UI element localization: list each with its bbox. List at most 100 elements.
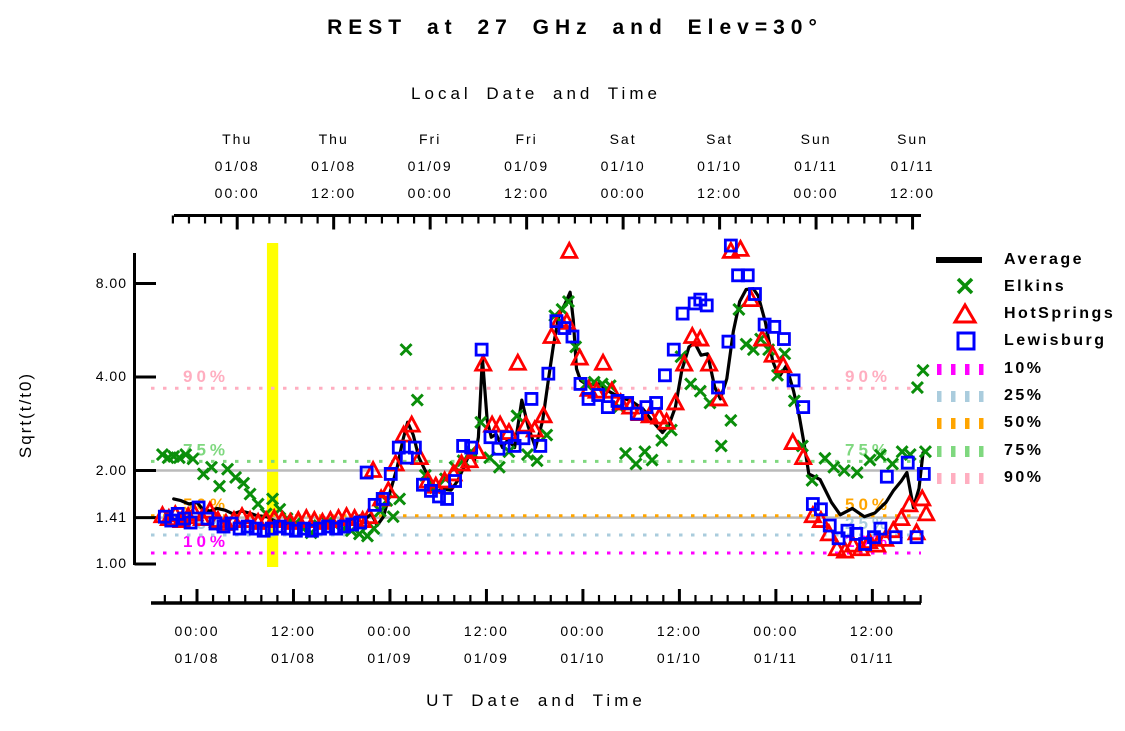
lewisburg-marker [849,526,864,541]
lewisburg-marker [399,450,414,465]
legend-dotted-swatch [965,363,970,375]
elkins-marker [638,445,652,459]
legend-x-swatch [956,277,974,295]
lewisburg-marker [675,306,690,321]
bottom-axis-tick-label: 00:00 01/09 [367,623,413,666]
hotsprings-marker [507,352,528,371]
hotsprings-marker [827,537,847,557]
lewisburg-marker [591,388,606,402]
highlight-band [266,243,279,567]
elkins-marker [818,451,832,465]
legend-dotted-swatch [979,472,984,484]
lewisburg-marker [256,523,271,538]
hotsprings-marker [401,414,422,433]
lewisburg-marker [721,334,736,349]
lewisburg-marker [456,439,471,453]
elkins-marker [873,448,887,462]
lewisburg-marker [191,500,206,515]
elkins-marker [251,497,265,511]
lewisburg-marker [232,521,247,536]
legend-item-label: Average [1004,250,1085,268]
legend-dotted-swatch [965,472,970,484]
legend-item-label: 25% [1004,387,1044,404]
hotsprings-marker [524,419,545,438]
hotsprings-marker [752,328,773,347]
legend-dotted-swatch [951,445,956,457]
hotsprings-marker [639,404,660,424]
hotsprings-marker [515,414,536,433]
elkins-marker [172,451,186,465]
bottom-axis-tick-label: 12:00 01/11 [849,623,895,666]
elkins-marker [220,462,235,476]
percentile-label: 75% [845,440,891,459]
hotsprings-marker [859,530,879,550]
lewisburg-marker [516,431,531,446]
lewisburg-marker [557,321,572,335]
legend-dotted-swatch [951,363,956,375]
legend-item: Average [934,246,1084,273]
legend-item-label: HotSprings [1004,305,1116,323]
elkins-marker [179,448,193,462]
hotsprings-marker [916,502,937,522]
hotsprings-marker [656,411,677,430]
top-axis-tick-label: Thu 01/08 12:00 [311,131,357,201]
legend-dotted-swatch [937,391,942,402]
legend-dotted-icon [937,472,984,484]
legend-dotted-swatch [979,418,984,430]
bottom-axis-tick-label: 12:00 01/10 [656,623,702,666]
lewisburg-marker [888,530,903,545]
elkins-marker [714,439,728,453]
elkins-marker [399,343,413,357]
legend-dotted-icon [937,445,984,457]
lewisburg-marker [305,523,319,538]
percentile-label: 10% [183,532,229,551]
elkins-marker [474,415,488,429]
legend-dotted-swatch [979,445,984,457]
legend-dotted-swatch [937,445,942,457]
hotsprings-marker [793,446,814,466]
hotsprings-marker [682,325,703,344]
legend-dotted-swatch [965,391,970,402]
legend-item-label: Lewisburg [1004,332,1107,350]
elkins-marker [693,384,707,398]
hotsprings-marker [773,354,793,374]
hotsprings-marker [569,347,590,366]
lewisburg-marker [264,521,279,536]
lewisburg-marker [740,268,755,283]
lewisburg-marker [345,517,360,532]
elkins-marker [863,453,877,467]
lewisburg-marker [448,474,462,488]
elkins-marker [895,445,909,459]
percentile-label: 75% [183,440,229,459]
hotsprings-marker [891,507,912,527]
hotsprings-marker [843,534,863,553]
elkins-marker [645,453,659,467]
lewisburg-marker [873,521,888,536]
elkins-marker [827,460,841,474]
hotsprings-marker [708,387,729,407]
top-axis-tick-label: Sat 01/10 12:00 [697,131,743,201]
bottom-axis-title: UT Date and Time [426,691,646,710]
lewisburg-marker [288,523,303,538]
hotsprings-marker [782,431,803,450]
hotsprings-marker [912,487,933,507]
lewisburg-marker [822,518,837,533]
legend-dotted-swatch [951,472,956,484]
lewisburg-marker [565,329,580,344]
legend-square-icon [956,331,976,351]
legend-dotted-icon [937,418,984,430]
lewisburg-marker [711,380,725,395]
y-axis-tick-label: 8.00 [95,274,127,291]
hotsprings-marker [699,353,719,372]
lewisburg-marker [329,521,343,536]
legend-dotted-swatch [951,391,956,402]
top-axis-tick-label: Sat 01/10 00:00 [600,131,646,201]
elkins-marker [530,454,544,468]
lewisburg-marker [297,521,311,536]
hotsprings-marker [409,446,430,466]
elkins-marker [212,479,227,493]
lewisburg-marker [916,467,931,481]
bottom-axis-tick-label: 00:00 01/10 [560,623,606,666]
lewisburg-marker [541,366,556,381]
